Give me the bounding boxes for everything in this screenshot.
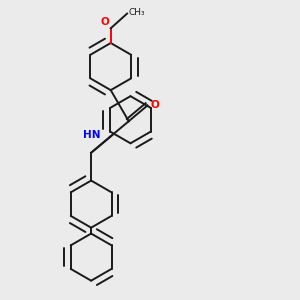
Text: O: O (151, 100, 160, 110)
Text: O: O (101, 17, 110, 27)
Text: CH₃: CH₃ (128, 8, 145, 17)
Text: HN: HN (83, 130, 101, 140)
